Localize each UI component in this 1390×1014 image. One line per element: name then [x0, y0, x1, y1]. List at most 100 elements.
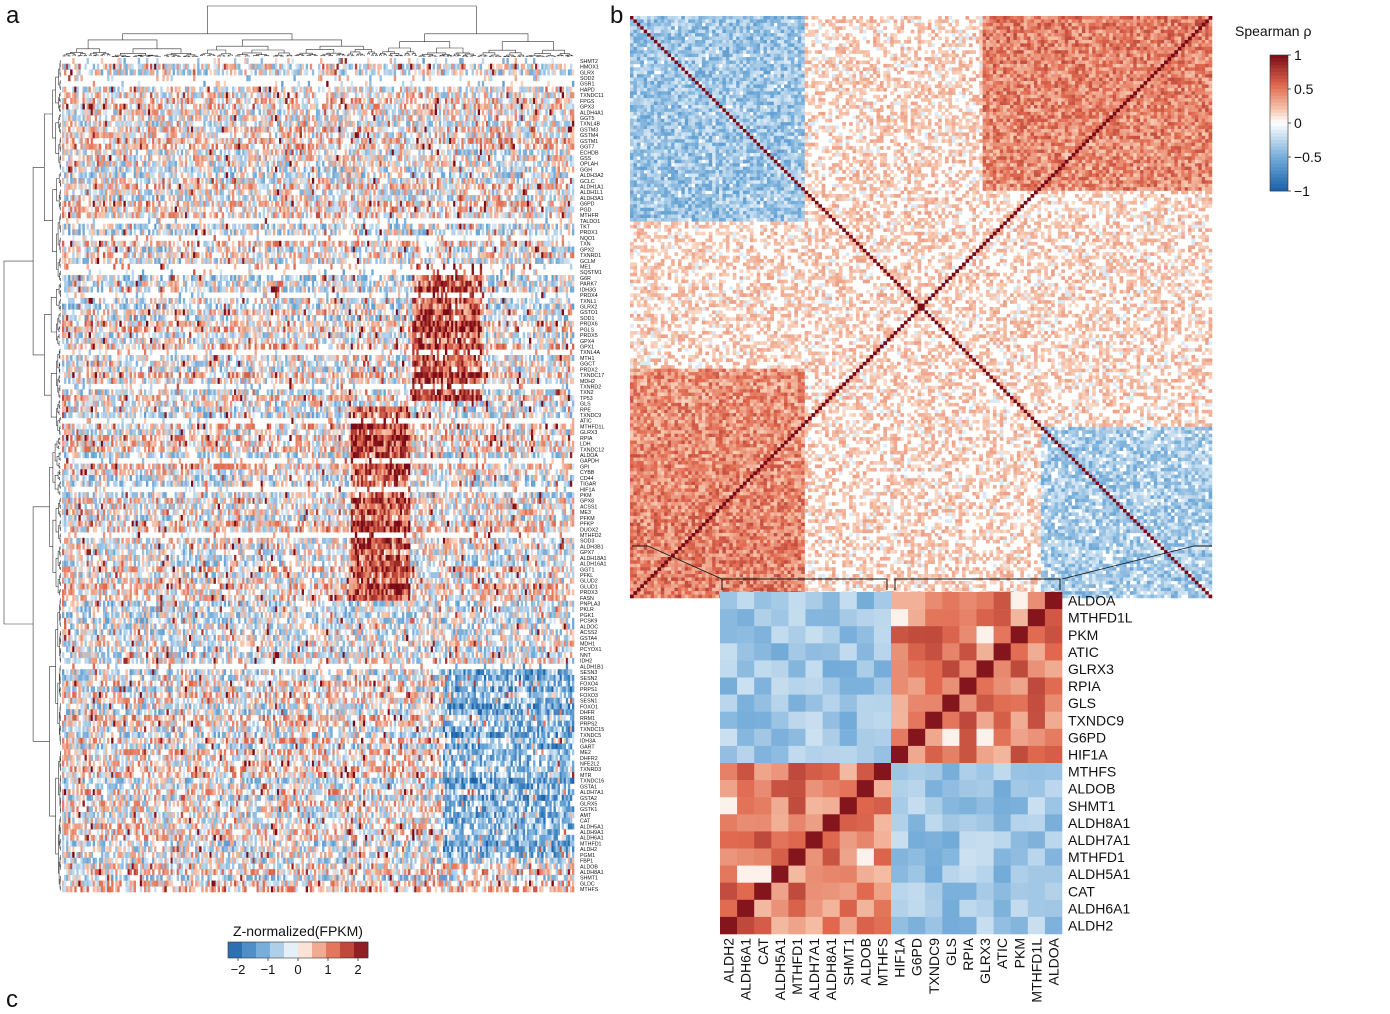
heatmap-a-cell [176, 120, 180, 127]
heatmap-a-cell [418, 223, 421, 230]
heatmap-a-cell [350, 97, 354, 104]
heatmap-a-cell [547, 172, 550, 179]
heatmap-a-cell [322, 160, 325, 167]
heatmap-a-cell [512, 143, 515, 150]
heatmap-a-cell [512, 92, 515, 99]
heatmap-a-cell [391, 92, 395, 99]
heatmap-a-cell [336, 92, 339, 99]
heatmap-a-cell [440, 172, 444, 179]
heatmap-a-cell [199, 183, 202, 190]
heatmap-a-cell [391, 189, 395, 196]
heatmap-a-cell [328, 126, 331, 133]
heatmap-a-cell [295, 69, 298, 76]
heatmap-a-cell [483, 206, 487, 213]
heatmap-a-cell [449, 172, 452, 179]
heatmap-a-cell [62, 63, 65, 70]
heatmap-a-cell [201, 63, 204, 70]
heatmap-a-cell [252, 63, 255, 70]
heatmap-a-cell [440, 177, 444, 184]
heatmap-a-cell [506, 92, 509, 99]
heatmap-a-cell [318, 109, 321, 116]
heatmap-a-cell [326, 155, 329, 162]
heatmap-a-cell [401, 143, 405, 150]
heatmap-a-cell [498, 189, 501, 196]
heatmap-a-cell [100, 172, 104, 179]
heatmap-a-cell [107, 63, 110, 70]
heatmap-a-cell [428, 195, 431, 202]
heatmap-a-cell [342, 166, 345, 173]
heatmap-a-cell [506, 132, 509, 139]
heatmap-a-cell [127, 189, 130, 196]
heatmap-a-cell [346, 86, 350, 93]
heatmap-a-cell [195, 200, 198, 207]
heatmap-a-cell [553, 160, 556, 167]
heatmap-a-cell [492, 183, 495, 190]
heatmap-a-cell [109, 189, 112, 196]
heatmap-a-cell [500, 92, 503, 99]
heatmap-a-cell [385, 132, 388, 139]
heatmap-a-cell [256, 177, 259, 184]
heatmap-a-cell [479, 103, 483, 110]
heatmap-a-cell [180, 172, 184, 179]
heatmap-a-cell [361, 172, 364, 179]
heatmap-a-cell [127, 143, 130, 150]
heatmap-a-cell [123, 149, 126, 156]
heatmap-a-cell [377, 115, 380, 122]
heatmap-a-cell [383, 143, 386, 150]
heatmap-a-cell [117, 155, 120, 162]
heatmap-a-cell [328, 143, 331, 150]
heatmap-a-cell [291, 137, 294, 144]
heatmap-a-cell [291, 172, 294, 179]
heatmap-a-cell [387, 69, 390, 76]
heatmap-a-cell [274, 132, 278, 139]
heatmap-a-cell [246, 177, 249, 184]
heatmap-a-cell [234, 177, 237, 184]
heatmap-a-cell [338, 223, 341, 230]
heatmap-a-cell [111, 166, 114, 173]
heatmap-a-cell [422, 126, 425, 133]
heatmap-a-cell [518, 137, 522, 144]
heatmap-a-cell [279, 166, 282, 173]
heatmap-a-cell [332, 217, 335, 224]
heatmap-a-cell [387, 160, 390, 167]
heatmap-a-cell [217, 126, 220, 133]
heatmap-a-cell [272, 195, 276, 202]
heatmap-a-cell [487, 206, 491, 213]
heatmap-a-cell [559, 109, 563, 116]
heatmap-a-cell [500, 223, 503, 230]
heatmap-a-cell [520, 212, 524, 219]
heatmap-a-cell [539, 137, 542, 144]
heatmap-a-cell [395, 166, 399, 173]
heatmap-a-cell [178, 63, 182, 70]
heatmap-a-cell [502, 137, 505, 144]
heatmap-a-cell [309, 63, 313, 70]
heatmap-a-cell [479, 143, 483, 150]
heatmap-a-cell [379, 75, 382, 82]
heatmap-a-cell [324, 166, 327, 173]
heatmap-a-cell [84, 63, 87, 70]
heatmap-a-cell [166, 223, 169, 230]
heatmap-a-cell [492, 137, 495, 144]
heatmap-a-cell [318, 63, 321, 70]
heatmap-a-cell [264, 195, 268, 202]
heatmap-a-cell [133, 189, 137, 196]
heatmap-a-cell [324, 200, 327, 207]
heatmap-a-cell [549, 63, 552, 70]
heatmap-a-cell [213, 149, 216, 156]
heatmap-a-cell [414, 109, 417, 116]
heatmap-a-cell [422, 69, 425, 76]
heatmap-a-cell [465, 103, 468, 110]
heatmap-a-cell [227, 92, 231, 99]
heatmap-a-cell [348, 172, 352, 179]
heatmap-a-cell [92, 126, 96, 133]
heatmap-a-cell [178, 206, 182, 213]
heatmap-a-cell [348, 183, 352, 190]
heatmap-a-cell [561, 200, 565, 207]
heatmap-a-cell [535, 92, 538, 99]
heatmap-a-cell [395, 183, 399, 190]
heatmap-a-cell [162, 229, 165, 236]
heatmap-a-cell [254, 166, 257, 173]
heatmap-a-cell [496, 63, 499, 70]
heatmap-a-cell [107, 92, 110, 99]
heatmap-a-cell [299, 120, 302, 127]
